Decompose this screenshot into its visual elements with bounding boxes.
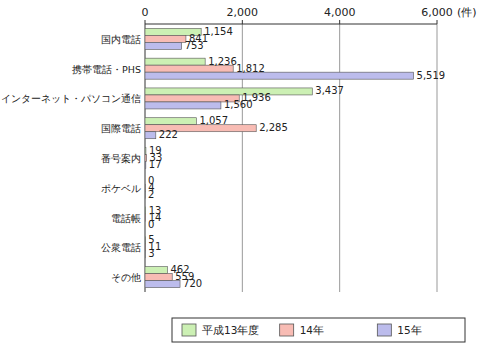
bar bbox=[145, 184, 146, 191]
tick-mark bbox=[242, 20, 243, 24]
tick-label: 6,000 bbox=[421, 6, 453, 19]
bar bbox=[145, 58, 205, 65]
axis-label: (件) bbox=[457, 6, 477, 19]
tick-label: 4,000 bbox=[324, 6, 356, 19]
bar bbox=[145, 177, 146, 184]
bar bbox=[145, 207, 146, 214]
category-label: 国内電話 bbox=[101, 34, 141, 45]
bar bbox=[145, 42, 182, 49]
category-label: インターネット・パソコン通信 bbox=[1, 93, 141, 104]
data-label: 1,154 bbox=[204, 26, 233, 37]
data-label: 753 bbox=[185, 40, 204, 51]
category-label: 公衆電話 bbox=[101, 242, 141, 253]
data-label: 3,437 bbox=[315, 85, 344, 96]
data-label: 1,057 bbox=[199, 115, 228, 126]
category-label: 電話帳 bbox=[111, 213, 141, 224]
bar bbox=[145, 35, 186, 42]
data-label: 17 bbox=[149, 159, 162, 170]
data-label: 3 bbox=[148, 248, 154, 259]
bar bbox=[145, 132, 156, 139]
legend-label: 平成13年度 bbox=[202, 324, 259, 336]
data-labels: 1,1548417531,2361,8125,5193,4371,9361,56… bbox=[148, 26, 445, 289]
tick-mark bbox=[339, 20, 340, 24]
chart: 02,0004,0006,000(件)1,1548417531,2361,812… bbox=[0, 0, 492, 352]
bar bbox=[145, 221, 146, 228]
bar bbox=[145, 155, 147, 162]
category-label: 携帯電話・PHS bbox=[72, 64, 141, 75]
legend-box bbox=[172, 318, 465, 342]
x-axis bbox=[145, 24, 437, 25]
legend-swatch bbox=[182, 324, 196, 336]
data-label: 222 bbox=[159, 129, 178, 140]
bar bbox=[145, 118, 196, 125]
category-label: ポケベル bbox=[101, 183, 141, 194]
data-label: 2,285 bbox=[259, 122, 288, 133]
grid-line bbox=[437, 24, 438, 292]
bar bbox=[145, 267, 167, 274]
legend-swatch bbox=[280, 324, 294, 336]
data-label: 2 bbox=[148, 189, 154, 200]
category-label: 番号案内 bbox=[101, 153, 141, 164]
legend-label: 14年 bbox=[300, 324, 324, 336]
bar bbox=[145, 88, 312, 95]
bar bbox=[145, 244, 146, 251]
tick-mark bbox=[145, 20, 146, 24]
bar bbox=[145, 72, 414, 79]
bar bbox=[145, 251, 146, 258]
data-label: 1,236 bbox=[208, 56, 237, 67]
bars bbox=[145, 28, 414, 287]
data-label: 1,560 bbox=[224, 99, 253, 110]
bar bbox=[145, 148, 146, 155]
data-label: 5,519 bbox=[417, 70, 446, 81]
legend-swatch bbox=[377, 324, 391, 336]
bar bbox=[145, 237, 146, 244]
bar bbox=[145, 274, 172, 281]
bar bbox=[145, 214, 146, 221]
bar bbox=[145, 162, 146, 169]
category-label: 国際電話 bbox=[101, 123, 141, 134]
legend-label: 15年 bbox=[397, 324, 421, 336]
tick-mark bbox=[437, 20, 438, 24]
bar bbox=[145, 191, 146, 198]
tick-label: 0 bbox=[142, 6, 149, 19]
data-label: 0 bbox=[148, 219, 154, 230]
category-label: その他 bbox=[111, 272, 141, 283]
data-label: 720 bbox=[183, 278, 202, 289]
data-label: 1,812 bbox=[236, 63, 265, 74]
grid-line bbox=[339, 24, 340, 292]
tick-label: 2,000 bbox=[227, 6, 259, 19]
bar bbox=[145, 102, 221, 109]
